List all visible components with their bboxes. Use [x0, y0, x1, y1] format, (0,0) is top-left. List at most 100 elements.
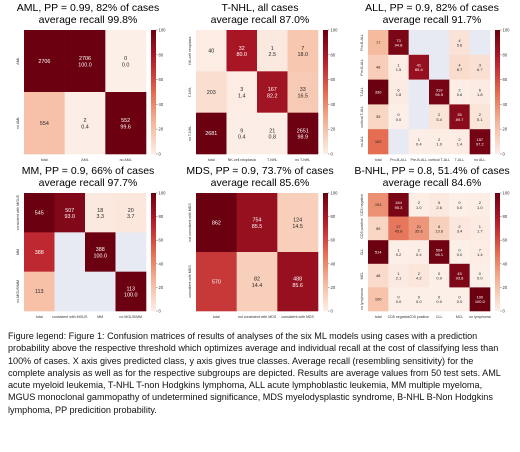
cell-count-label: 21 — [269, 129, 275, 135]
heatmap-cell — [429, 55, 450, 80]
cell-count-label: 113 — [126, 287, 135, 293]
colorbar-tick-label: 60 — [503, 77, 508, 82]
chart-title: ALL, PP = 0.9, 82% of cases average reca… — [348, 2, 516, 26]
colorbar — [151, 30, 156, 154]
cell-percent-label: 18.0 — [298, 52, 309, 58]
colorbar-tick-label: 80 — [331, 214, 336, 219]
y-tick-label: AML — [16, 57, 20, 64]
cell-count-label: 488 — [293, 277, 302, 283]
colorbar-tick-label: 80 — [331, 52, 336, 57]
cell-percent-label: 99.6 — [120, 124, 131, 130]
x-tick-label: no T-NHL — [295, 158, 310, 162]
cell-count-label: 124 — [293, 218, 302, 224]
heatmap-cell — [429, 30, 450, 55]
x-tick-label: Pro-B-ALL — [390, 158, 407, 162]
heatmap-cell — [85, 272, 116, 312]
cell-count-label: 2651 — [297, 129, 309, 135]
colorbar-tick-label: 20 — [503, 127, 508, 132]
y-tick-label: Pro-B-ALL — [360, 34, 364, 51]
cell-percent-label: 0.0 — [477, 276, 483, 281]
cell-count-label: 388 — [96, 247, 105, 253]
cell-count-label: 507 — [65, 208, 74, 214]
x-tick-label: CLL — [436, 315, 443, 319]
chart-title: AML, PP = 0.99, 82% of cases average rec… — [4, 2, 172, 26]
y-tick-label: no T-NHL — [188, 126, 192, 141]
colorbar-tick-label: 0 — [503, 309, 506, 314]
colorbar — [151, 193, 156, 311]
y-tick-label: consistent with MGUS — [16, 194, 20, 230]
cell-percent-label: 8.7 — [457, 67, 463, 72]
cell-percent-label: 1.8 — [477, 92, 483, 97]
x-tick-label: CD5 positive — [409, 315, 429, 319]
colorbar-tick-label: 100 — [159, 191, 167, 196]
chart-subtitle: average recall 97.7% — [4, 177, 172, 189]
cell-count-label: 0 — [124, 56, 127, 62]
cell-percent-label: 1.7 — [477, 228, 483, 233]
cell-percent-label: 5.6 — [457, 42, 463, 47]
chart-title-line1: AML, PP = 0.99, 82% of cases — [4, 2, 172, 14]
colorbar-tick-label: 20 — [159, 127, 164, 132]
colorbar-tick-label: 0 — [159, 309, 162, 314]
heatmap-cell — [55, 232, 86, 272]
chart-subtitle: average recall 85.6% — [176, 177, 344, 189]
cell-count-label: 193 — [375, 202, 382, 207]
cell-count-label: 545 — [35, 211, 44, 217]
y-tick-label: CD5 negative — [360, 194, 364, 216]
x-tick-label: no AML — [120, 158, 132, 162]
x-tick-label: total — [36, 315, 43, 319]
chart-title-line1: B-NHL, PP = 0.8, 51.4% of cases — [348, 165, 516, 177]
cell-percent-label: 0.8 — [269, 135, 277, 141]
y-tick-label: no lymphoma — [360, 288, 364, 310]
cell-percent-label: 45.8 — [395, 228, 404, 233]
y-tick-label: consistent with MDS — [188, 265, 192, 298]
colorbar-tick-label: 0 — [159, 152, 162, 157]
cell-percent-label: 97.2 — [476, 142, 485, 147]
heatmap-cell — [470, 30, 491, 55]
colorbar-tick-label: 40 — [503, 102, 508, 107]
colorbar-tick-label: 60 — [331, 238, 336, 243]
cell-count-label: 514 — [375, 249, 382, 254]
cell-percent-label: 85.5 — [252, 224, 263, 230]
cell-percent-label: 4.2 — [416, 276, 422, 281]
cell-percent-label: 2.1 — [396, 276, 402, 281]
x-tick-label: T-ALL — [455, 158, 465, 162]
cell-count-label: 167 — [268, 87, 277, 93]
heatmap-cell — [409, 104, 430, 129]
x-tick-label: total — [41, 158, 48, 162]
y-tick-label: MM — [16, 249, 20, 255]
x-tick-label: consistent with MGUS — [52, 315, 88, 319]
chart-title: B-NHL, PP = 0.8, 51.4% of cases average … — [348, 165, 516, 189]
colorbar — [495, 30, 500, 154]
chart-subtitle: average recall 91.7% — [348, 14, 516, 26]
colorbar-tick-label: 60 — [159, 238, 164, 243]
colorbar-tick-label: 80 — [159, 214, 164, 219]
cell-percent-label: 100.0 — [78, 62, 92, 68]
aml-confusion-matrix-panel: AML, PP = 0.99, 82% of cases average rec… — [4, 0, 172, 168]
cell-percent-label: 80.0 — [237, 52, 248, 58]
colorbar-tick-label: 80 — [159, 52, 164, 57]
cell-percent-label: 82.2 — [267, 93, 278, 99]
cell-percent-label: 14.4 — [252, 283, 263, 289]
figure-caption-text: Figure legend: Figure 1: Confusion matri… — [8, 330, 508, 416]
cell-percent-label: 0.0 — [396, 299, 402, 304]
heatmap-cell — [409, 80, 430, 105]
x-tick-label: MM — [97, 315, 103, 319]
colorbar-tick-label: 40 — [503, 261, 508, 266]
colorbar-tick-label: 20 — [331, 127, 336, 132]
cell-percent-label: 3.3 — [97, 214, 105, 220]
x-tick-label: total — [213, 315, 220, 319]
colorbar-tick-label: 100 — [159, 28, 167, 33]
bnhl-confusion-matrix-panel: B-NHL, PP = 0.8, 51.4% of cases average … — [348, 163, 516, 325]
heatmap-cell — [116, 232, 147, 272]
colorbar-tick-label: 40 — [331, 261, 336, 266]
heatmap-cell — [409, 30, 430, 55]
cell-count-label: 2 — [84, 118, 87, 124]
colorbar-tick-label: 0 — [331, 309, 334, 314]
cell-percent-label: 0.4 — [238, 135, 246, 141]
heatmap-cell — [55, 272, 86, 312]
colorbar-tick-label: 80 — [503, 52, 508, 57]
cell-percent-label: 1.5 — [396, 67, 402, 72]
cell-percent-label: 5.4 — [436, 117, 442, 122]
colorbar-tick-label: 100 — [503, 191, 511, 196]
cell-count-label: 39 — [376, 114, 381, 119]
